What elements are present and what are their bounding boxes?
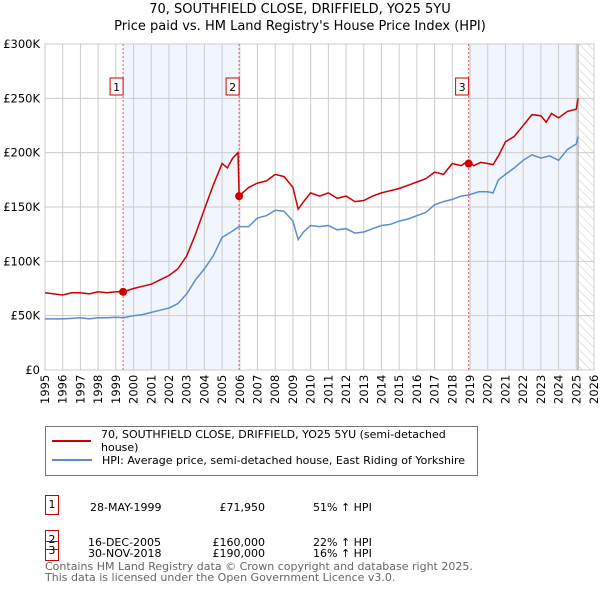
plot-area: 1995 1996 1997 1998 1999 2000 2001 2002 2003 2004… [3, 37, 600, 404]
sale-hpi: 51% ↑ HPI [313, 501, 372, 514]
legend-item-hpi: HPI: Average price, semi-detached house,… [52, 452, 465, 468]
series-line [44, 98, 579, 296]
sale-label: 2 [229, 81, 236, 94]
x-tick-label: 2015 [392, 375, 406, 404]
sale-label-box [225, 77, 240, 96]
footer-copyright: Contains HM Land Registry data © Crown c… [45, 560, 473, 573]
y-tick-label: £300K [3, 37, 40, 51]
x-tick-label: 2002 [162, 375, 176, 404]
x-tick-label: 2019 [463, 375, 477, 404]
sale-point [119, 287, 128, 296]
sale-row: 2 16-DEC-2005 £160,000 22% ↑ HPI [45, 530, 445, 556]
x-tick-label: 2007 [251, 375, 265, 404]
x-tick-label: 2008 [268, 375, 282, 404]
x-tick-label: 2018 [445, 375, 459, 404]
x-tick-label: 2017 [428, 375, 442, 404]
chart-subtitle: Price paid vs. HM Land Registry's House … [114, 19, 486, 34]
x-tick-label: 1996 [56, 375, 70, 404]
x-tick-label: 2011 [321, 375, 335, 404]
x-tick-label: 2000 [127, 375, 141, 404]
x-tick-label: 1997 [73, 375, 87, 404]
x-tick-label: 2023 [534, 375, 548, 404]
sale-badge: 2 [45, 530, 59, 550]
x-tick-label: 2021 [498, 375, 512, 404]
legend: 70, SOUTHFIELD CLOSE, DRIFFIELD, YO25 5Y… [45, 426, 478, 476]
sale-price: £190,000 [212, 547, 266, 560]
sale-hpi: 22% ↑ HPI [313, 536, 372, 549]
legend-label: 70, SOUTHFIELD CLOSE, DRIFFIELD, YO25 5Y… [101, 428, 446, 454]
sale-row: 3 30-NOV-2018 £190,000 16% ↑ HPI [45, 541, 445, 590]
sale-label-box [109, 77, 124, 96]
x-tick-label: 2004 [197, 375, 211, 404]
x-tick-label: 2003 [180, 375, 194, 404]
y-tick-label: £200K [3, 146, 40, 160]
blue-line-swatch [52, 459, 92, 461]
sale-hpi: 16% ↑ HPI [313, 547, 372, 560]
x-tick-label: 2005 [215, 375, 229, 404]
x-tick-label: 2016 [410, 375, 424, 404]
x-tick-label: 2020 [481, 375, 495, 404]
sale-date: 30-NOV-2018 [88, 547, 162, 560]
x-tick-label: 2025 [569, 375, 583, 404]
plot-border [44, 43, 595, 371]
chart-title: 70, SOUTHFIELD CLOSE, DRIFFIELD, YO25 5Y… [149, 2, 451, 17]
sale-label: 3 [459, 81, 466, 94]
x-tick-label: 2010 [304, 375, 318, 404]
x-tick-label: 1999 [109, 375, 123, 404]
x-tick-label: 2013 [357, 375, 371, 404]
x-tick-label: 2012 [339, 375, 353, 404]
y-tick-label: £250K [3, 91, 40, 105]
x-tick-label: 1998 [91, 375, 105, 404]
sale-price: £160,000 [212, 536, 266, 549]
sale-label-box [455, 77, 470, 96]
red-line-swatch [52, 440, 91, 442]
sale-label: 1 [113, 81, 120, 94]
x-tick-label: 2001 [144, 375, 158, 404]
y-tick-label: £100K [3, 254, 40, 268]
y-tick-label: £0 [25, 363, 40, 377]
sale-point [235, 192, 244, 201]
x-tick-label: 2024 [552, 375, 566, 404]
sale-price: £71,950 [219, 501, 266, 514]
y-tick-label: £50K [11, 309, 41, 323]
y-tick-label: £150K [3, 200, 40, 214]
legend-item-property: 70, SOUTHFIELD CLOSE, DRIFFIELD, YO25 5Y… [52, 428, 477, 454]
sale-date: 16-DEC-2005 [88, 536, 162, 549]
x-tick-label: 2009 [286, 375, 300, 404]
x-tick-label: 2006 [233, 375, 247, 404]
sale-badge: 3 [45, 541, 59, 561]
x-tick-label: 2026 [587, 375, 600, 404]
sale-date: 28-MAY-1999 [90, 501, 162, 514]
x-tick-label: 2022 [516, 375, 530, 404]
sale-point [464, 159, 473, 168]
legend-label: HPI: Average price, semi-detached house,… [102, 453, 466, 467]
footer-licence: This data is licensed under the Open Gov… [45, 571, 396, 584]
series-line [45, 136, 579, 320]
sale-badge: 1 [45, 495, 59, 515]
x-tick-label: 2014 [374, 375, 388, 404]
x-tick-label: 1995 [38, 375, 52, 404]
sale-row: 1 28-MAY-1999 £71,950 51% ↑ HPI [45, 495, 445, 521]
